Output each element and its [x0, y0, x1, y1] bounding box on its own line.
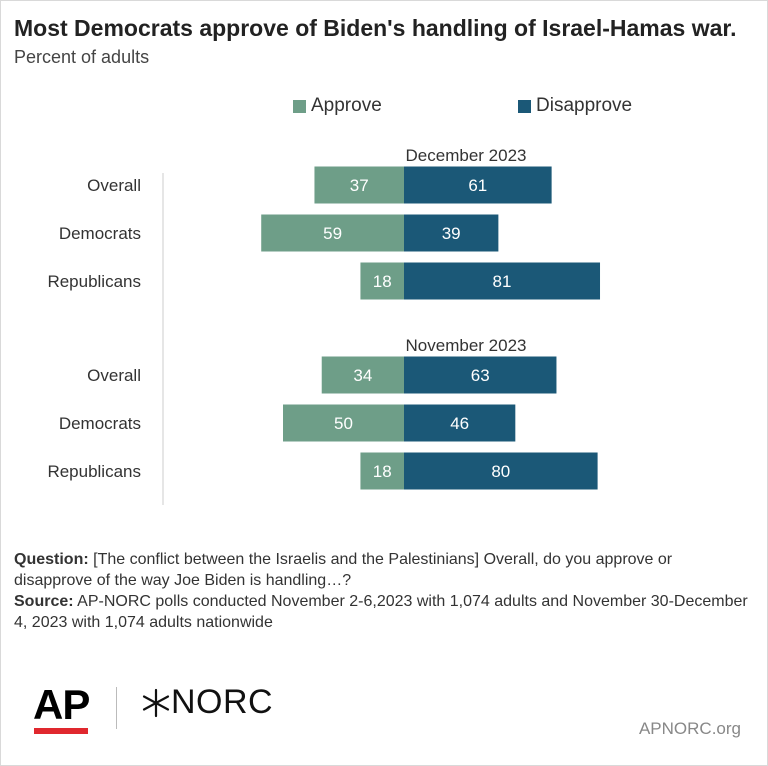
data-label-disapprove: 63	[471, 366, 490, 385]
logo-divider	[116, 687, 117, 729]
data-label-disapprove: 61	[468, 176, 487, 195]
legend-label-approve: Approve	[311, 95, 382, 116]
group-label: December 2023	[406, 146, 527, 165]
norc-logo-text: NORC	[171, 683, 274, 721]
bar-disapprove	[404, 404, 516, 442]
bar-disapprove	[404, 214, 499, 252]
question-text: [The conflict between the Israelis and t…	[14, 551, 673, 589]
legend-label-disapprove: Disapprove	[536, 95, 633, 116]
data-label-disapprove: 81	[493, 272, 512, 291]
legend: Approve Disapprove	[1, 95, 768, 119]
category-label: Republicans	[47, 462, 141, 481]
bar-approve	[261, 214, 404, 252]
category-label: Democrats	[59, 224, 141, 243]
website-link[interactable]: APNORC.org	[638, 719, 741, 738]
category-label: Overall	[87, 176, 141, 195]
bar-approve	[314, 166, 404, 204]
data-label-approve: 50	[334, 414, 353, 433]
star-burst-icon	[142, 688, 170, 717]
group-label: November 2023	[406, 336, 527, 355]
ap-logo: AP	[33, 681, 90, 728]
chart-title: Most Democrats approve of Biden's handli…	[14, 15, 737, 41]
bar-disapprove	[404, 262, 601, 300]
norc-logo: NORC	[141, 683, 273, 722]
bar-disapprove	[404, 166, 552, 204]
source-text: AP-NORC polls conducted November 2-6,202…	[14, 593, 748, 631]
data-label-disapprove: 46	[450, 414, 469, 433]
data-label-disapprove: 80	[491, 462, 510, 481]
data-label-approve: 18	[373, 462, 392, 481]
bar-disapprove	[404, 452, 598, 490]
data-label-approve: 59	[323, 224, 342, 243]
bar-approve	[360, 452, 404, 490]
legend-item-approve: Approve	[293, 95, 382, 117]
question-label: Question:	[14, 551, 89, 568]
data-label-approve: 18	[373, 272, 392, 291]
data-label-approve: 34	[353, 366, 372, 385]
data-label-disapprove: 39	[442, 224, 461, 243]
footnote: Question: [The conflict between the Isra…	[14, 549, 754, 633]
diverging-bar-chart: December 2023 Overall 37 61 Democrats 59 39 Rep…	[47, 146, 601, 505]
ap-logo-underline	[34, 728, 88, 734]
category-label: Republicans	[47, 272, 141, 291]
legend-swatch-approve	[293, 99, 306, 113]
bar-approve	[360, 262, 404, 300]
category-label: Overall	[87, 366, 141, 385]
chart-subtitle: Percent of adults	[14, 47, 150, 67]
category-label: Democrats	[59, 414, 141, 433]
bar-disapprove	[404, 356, 557, 394]
legend-swatch-disapprove	[518, 99, 531, 113]
legend-item-disapprove: Disapprove	[518, 95, 632, 117]
data-label-approve: 37	[350, 176, 369, 195]
bar-approve	[321, 356, 404, 394]
source-label: Source:	[14, 593, 74, 610]
bar-approve	[283, 404, 404, 442]
